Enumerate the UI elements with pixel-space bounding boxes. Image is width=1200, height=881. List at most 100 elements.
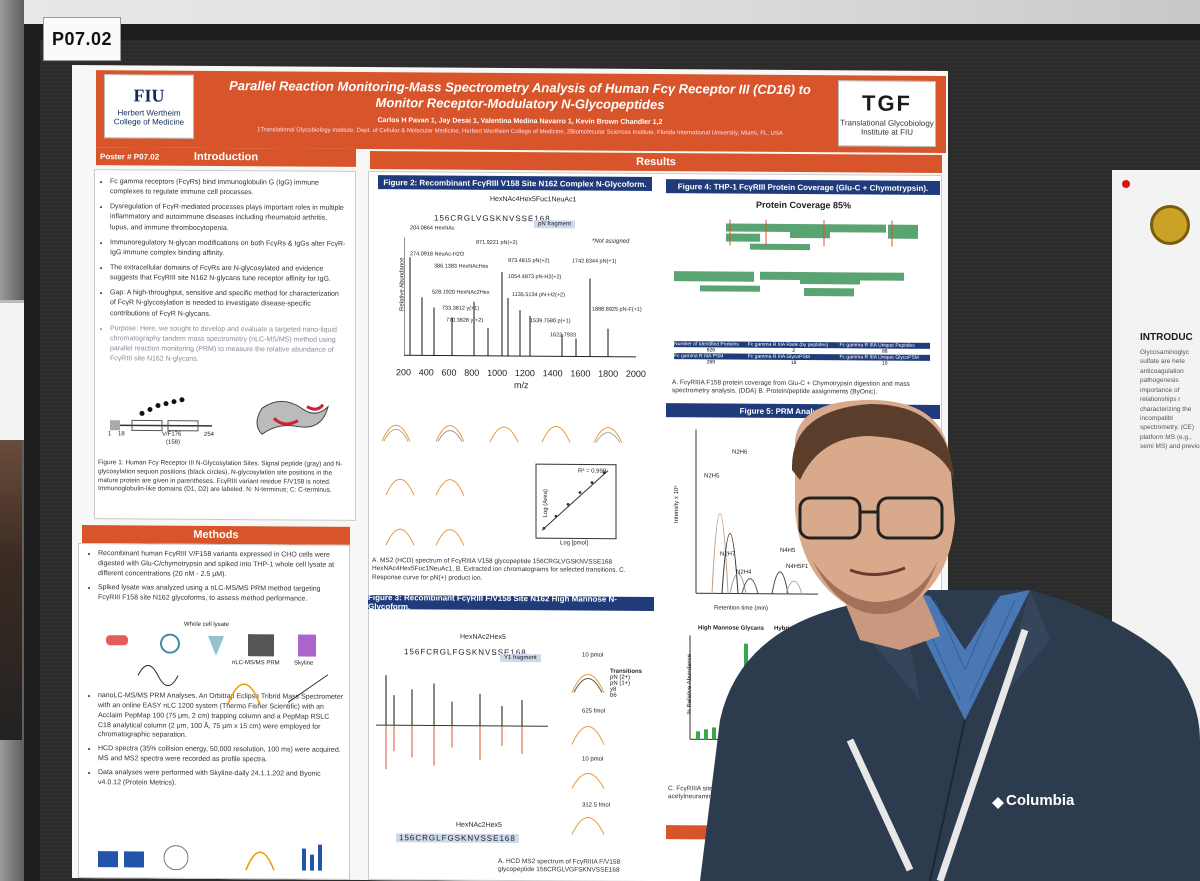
- fig2-peak-label: 1622.7933: [550, 332, 576, 339]
- fig3-legend-item: b6: [610, 692, 617, 699]
- results-header: Results: [370, 151, 942, 174]
- fig1-label-18: 18: [118, 431, 125, 438]
- fig4-td: 269: [706, 359, 716, 366]
- left-poster-edge: [0, 300, 24, 440]
- fiu-logo-subtext: Herbert Wertheim College of Medicine: [113, 108, 185, 127]
- fig1-label-1: 1: [108, 431, 112, 438]
- research-poster: FIU Herbert Wertheim College of Medicine…: [72, 64, 948, 881]
- fig2-peak-label: 733.3812 y(+1): [442, 305, 480, 312]
- methods-header: Methods: [82, 525, 350, 545]
- fig4-coverage: Protein Coverage 85%: [756, 199, 852, 211]
- fig3-mirror-spectrum: [376, 675, 548, 770]
- fig2-xtick: 200: [396, 367, 412, 378]
- poster-pin: [1122, 180, 1130, 188]
- fiu-logo-text: FIU: [133, 85, 165, 106]
- intro-bullet: Dysregulation of FcγR-mediated processes…: [110, 202, 346, 234]
- fig2-peak-label: 274.0918 NeuAc-H2O: [410, 251, 465, 258]
- fig1-caption: Figure 1: Human Fcγ Receptor III N-Glyco…: [98, 459, 343, 495]
- tgf-logo-text: TGF: [862, 90, 912, 116]
- poster-number: Poster # P07.02: [100, 151, 160, 162]
- fig3-amount: 625 fmol: [582, 708, 606, 715]
- methods-bullet: HCD spectra (35% collision energy, 50,00…: [98, 744, 344, 766]
- fig5-chromatogram: [695, 429, 818, 595]
- fig2-xaxis-ticks: 200 400 600 800 1000 1200 1400 1600 1800…: [396, 367, 646, 379]
- poster-title: Parallel Reaction Monitoring-Mass Spectr…: [229, 78, 811, 113]
- fig3-xic-panels: [571, 674, 605, 835]
- left-person-edge: [0, 440, 22, 740]
- fig2-peak-label: 1135.5134 pN-H2(+2): [512, 292, 565, 299]
- fig4-table: Number of Identified Proteins Fc gamma R…: [674, 341, 930, 367]
- fig4-td: 18: [790, 359, 797, 366]
- fig3-amount: 312.5 fmol: [582, 802, 611, 809]
- workflow-label-lysate: Whole cell lysate: [184, 621, 230, 629]
- fig4-td: 10: [881, 360, 888, 367]
- fig2-ms2-spectrum: [404, 237, 636, 358]
- fig2-title: Figure 2: Recombinant FcγRIII V158 Site …: [378, 175, 652, 191]
- methods-footer-icons: [98, 844, 322, 871]
- fig3-legend: Transitions pN (2+) pN (1+) y8 b6: [610, 669, 642, 699]
- fig3-fragment-tag: Y1 fragment: [500, 653, 541, 663]
- methods-header-label: Methods: [193, 528, 239, 542]
- presenter: [700, 400, 1200, 881]
- fig2-curve-xlabel: Log [pmol]: [560, 540, 589, 547]
- fig2-xtick: 1600: [570, 368, 591, 379]
- fig4-caption: A. FcγRIIIA F158 protein coverage from G…: [672, 379, 910, 397]
- columbia-logo-text: Columbia: [1006, 792, 1075, 809]
- fig2-xtick: 1400: [542, 368, 563, 379]
- fig2-xtick: 400: [418, 367, 434, 378]
- fig3-glycan2-label: HexNAc2Hex5: [456, 821, 502, 829]
- fig3-amount: 10 pmol: [582, 756, 604, 763]
- fig2-peak-label: 1539.7580 p(+1): [530, 318, 571, 325]
- fig2-peak-label: 1054.4873 pN-H2(+2): [508, 273, 562, 281]
- fig2-peak-label: 1742.8344 pN(+1): [572, 258, 617, 265]
- fig2-fragment-tag: pN fragment: [534, 220, 576, 229]
- fig3-glycan-label: HexNAc2Hex5: [460, 633, 506, 641]
- methods-bullet: Spiked lysate was analyzed using a nLC-M…: [98, 583, 344, 605]
- fig2-glycan-label: HexNAc4Hex5Fuc1NeuAc1: [490, 195, 577, 204]
- right-poster-title: INTRODUC: [1140, 332, 1193, 343]
- fig2-peak-label: 204.0864 HexNAc: [410, 225, 455, 232]
- workflow-label-prm: nLC-MS/MS PRM: [232, 660, 280, 667]
- methods-bullet: Recombinant human FcγRIII V/F158 variant…: [98, 549, 344, 581]
- fiu-logo: FIU Herbert Wertheim College of Medicine: [104, 74, 194, 139]
- fig2-r2: R² = 0.999: [578, 468, 607, 475]
- intro-bullet: Immunoregulatory N-glycan modifications …: [110, 238, 346, 260]
- university-seal-icon: [1150, 205, 1190, 245]
- fig2-xic-panels: [381, 424, 623, 546]
- right-poster-text: Glycosaminoglyc sulfate are hete anticoa…: [1140, 349, 1200, 451]
- tgf-logo: TGF Translational Glycobiology Institute…: [838, 80, 936, 147]
- fig2-xtick: 600: [441, 367, 457, 378]
- workflow-label-skyline: Skyline: [294, 660, 314, 667]
- fig1-label-158: (158): [166, 439, 181, 446]
- intro-bullet: Gap: A high-throughput, sensitive and sp…: [110, 288, 346, 320]
- fig3-peptide2: 156CRGLFGSKNVSSE168: [396, 833, 519, 844]
- fig2-xtick: 800: [464, 367, 480, 378]
- fig4-title: Figure 4: THP-1 FcγRIII Protein Coverage…: [666, 179, 940, 196]
- intro-bullet: Fc gamma receptors (FcγRs) bind immunogl…: [110, 177, 346, 199]
- results-header-label: Results: [636, 155, 676, 169]
- poster-tag: P07.02: [43, 17, 121, 61]
- fig2-peak-label: 973.4815 pN(+2): [508, 257, 550, 265]
- intro-bullet: The extracellular domains of FcγRs are N…: [110, 263, 346, 285]
- fig3-amount: 10 pmol: [582, 652, 604, 659]
- tgf-logo-subtext: Translational Glycobiology Institute at …: [840, 118, 934, 137]
- methods-workflow-diagram: [106, 633, 329, 705]
- fig1-label-v176: V/F176: [162, 431, 182, 438]
- intro-header: Poster # P07.02 Introduction: [96, 147, 356, 167]
- fig2-xtick: 2000: [625, 368, 646, 379]
- methods-bullet: Data analyses were performed with Skylin…: [98, 768, 344, 790]
- intro-bullets: Fc gamma receptors (FcγRs) bind immunogl…: [98, 177, 346, 371]
- intro-bullet: Purpose: Here, we sought to develop and …: [110, 324, 346, 366]
- fig2-peak-label: 871.9221 pN(+2): [476, 239, 518, 247]
- fig5-ylabel: Intensity x 10⁶: [673, 485, 680, 524]
- fig2-xtick: 1800: [598, 368, 619, 379]
- fig2-caption: A. MS2 (HCD) spectrum of FcγRIIIA V158 g…: [372, 557, 626, 582]
- intro-header-label: Introduction: [193, 150, 259, 164]
- fig2-peak-label: 1888.8925 pN-F(+1): [592, 306, 642, 313]
- fig2-curve-ylabel: Log (Area): [543, 489, 550, 518]
- fig4-coverage-map: [674, 219, 918, 297]
- fig3-title: Figure 3: Recombinant FcγRIII F/V158 Sit…: [368, 593, 654, 611]
- fig2-peak-label: 386.1383 HexNAcHex: [434, 263, 489, 270]
- fig2-peak-label: 528.1920 HexNAc2Hex: [432, 289, 490, 296]
- fig2-xtick: 1000: [487, 367, 508, 378]
